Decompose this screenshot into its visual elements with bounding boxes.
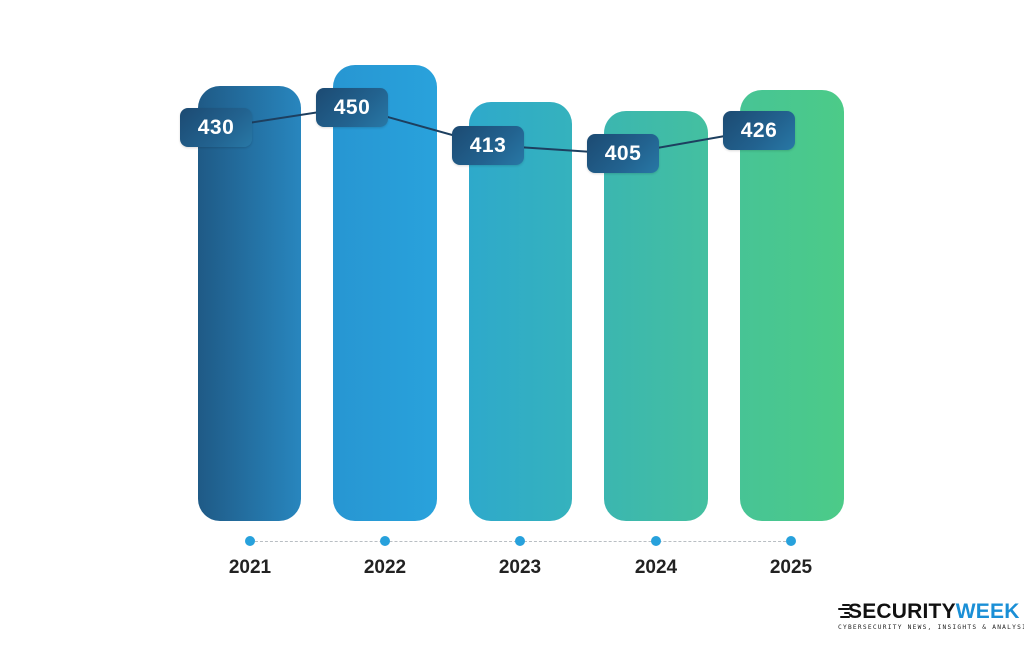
bar-2023	[469, 102, 572, 521]
logo-week-text: WEEK	[955, 600, 1020, 623]
logo-tagline: CYBERSECURITY NEWS, INSIGHTS & ANALYSIS	[838, 624, 1024, 631]
value-label-2024: 405	[587, 134, 659, 173]
bar-2024	[604, 111, 708, 521]
axis-dot-2023	[515, 536, 525, 546]
x-tick-2021: 2021	[228, 557, 272, 578]
bar-2022	[333, 65, 437, 521]
bar-2025	[740, 90, 844, 521]
axis-dot-2025	[786, 536, 796, 546]
value-label-2023: 413	[452, 126, 524, 165]
logo-security-text: SECURITY	[848, 600, 956, 623]
x-tick-2022: 2022	[363, 557, 407, 578]
x-tick-2023: 2023	[498, 557, 542, 578]
logo-wordmark: SECURITYWEEK	[838, 600, 1019, 623]
axis-dot-2024	[651, 536, 661, 546]
value-label-2021: 430	[180, 108, 252, 147]
value-label-2022: 450	[316, 88, 388, 127]
securityweek-logo: SECURITYWEEK CYBERSECURITY NEWS, INSIGHT…	[838, 600, 1024, 637]
logo-speed-lines-icon	[838, 604, 850, 620]
x-tick-2025: 2025	[769, 557, 813, 578]
value-label-2025: 426	[723, 111, 795, 150]
axis-dot-2022	[380, 536, 390, 546]
x-tick-2024: 2024	[634, 557, 678, 578]
axis-dot-2021	[245, 536, 255, 546]
bar-2021	[198, 86, 301, 521]
